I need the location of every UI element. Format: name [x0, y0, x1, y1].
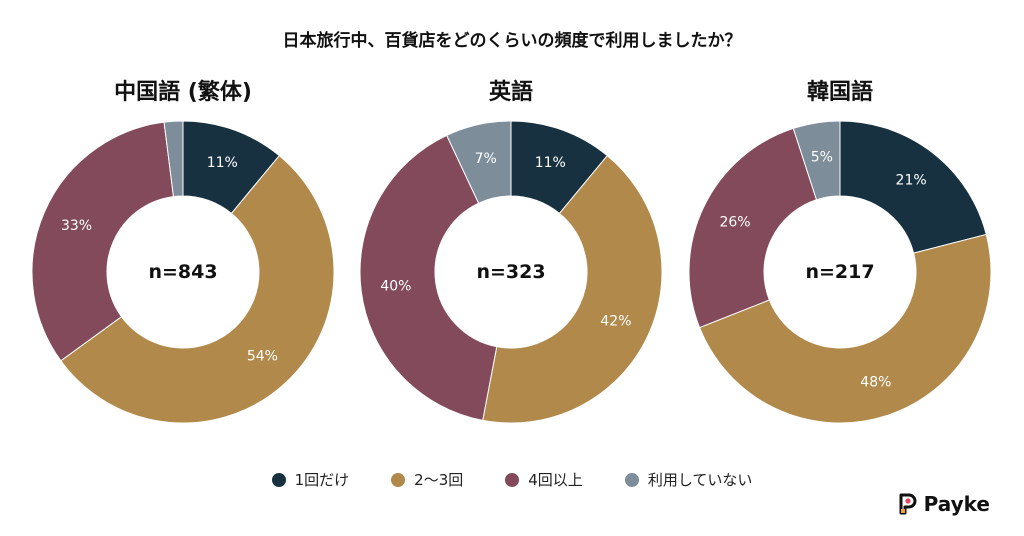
- panel-title-english: 英語: [488, 80, 533, 105]
- legend-item-two-three: 2〜3回: [391, 469, 463, 490]
- data-label-korean-four-plus: 26%: [719, 215, 750, 231]
- slice-korean-two-three: [698, 233, 992, 424]
- legend-label-two-three: 2〜3回: [414, 471, 464, 489]
- slice-korean-not-used: [792, 120, 841, 201]
- data-label-english-four-plus: 40%: [380, 279, 411, 295]
- panel-title-chinese: 中国語 (繁体): [114, 80, 252, 105]
- data-label-korean-once: 21%: [896, 172, 927, 188]
- legend-item-not-used: 利用していない: [624, 469, 753, 490]
- chart-title: 日本旅行中、百貨店をどのくらいの頻度で利用しましたか？: [282, 31, 742, 51]
- data-label-chinese-four-plus: 33%: [61, 218, 92, 234]
- data-label-korean-not-used: 5%: [811, 149, 833, 165]
- payke-logo-icon: [899, 493, 917, 515]
- slice-chinese-not-used: [163, 120, 184, 198]
- legend-item-four-plus: 4回以上: [505, 469, 583, 490]
- legend-swatch-two-three: [391, 472, 406, 487]
- legend-swatch-four-plus: [505, 472, 520, 487]
- data-label-english-two-three: 42%: [600, 313, 631, 329]
- slice-english-four-plus: [359, 134, 498, 421]
- slice-chinese-four-plus: [31, 121, 175, 362]
- panel-title-korean: 韓国語: [806, 80, 873, 105]
- legend-item-once: 1回だけ: [271, 469, 350, 490]
- data-label-chinese-two-three: 54%: [247, 349, 278, 365]
- center-label-korean: n=217: [805, 261, 874, 283]
- legend-swatch-once: [271, 472, 286, 487]
- brand-name: Payke: [923, 492, 990, 516]
- center-label-chinese: n=843: [148, 261, 217, 283]
- data-label-english-once: 11%: [535, 155, 566, 171]
- legend: 1回だけ 2〜3回 4回以上 利用していない: [0, 469, 1024, 490]
- legend-label-not-used: 利用していない: [647, 471, 753, 489]
- slice-korean-four-plus: [688, 127, 818, 329]
- slice-chinese-two-three: [60, 154, 335, 424]
- brand-logo: Payke: [898, 492, 990, 516]
- center-label-english: n=323: [476, 261, 545, 283]
- slice-english-two-three: [482, 154, 663, 424]
- slice-english-not-used: [446, 120, 512, 204]
- slice-korean-once: [839, 120, 987, 254]
- legend-swatch-not-used: [624, 472, 639, 487]
- data-label-chinese-once: 11%: [207, 155, 238, 171]
- legend-label-four-plus: 4回以上: [528, 471, 583, 489]
- data-label-korean-two-three: 48%: [860, 374, 891, 390]
- data-label-english-not-used: 7%: [475, 151, 497, 167]
- legend-label-once: 1回だけ: [294, 471, 350, 489]
